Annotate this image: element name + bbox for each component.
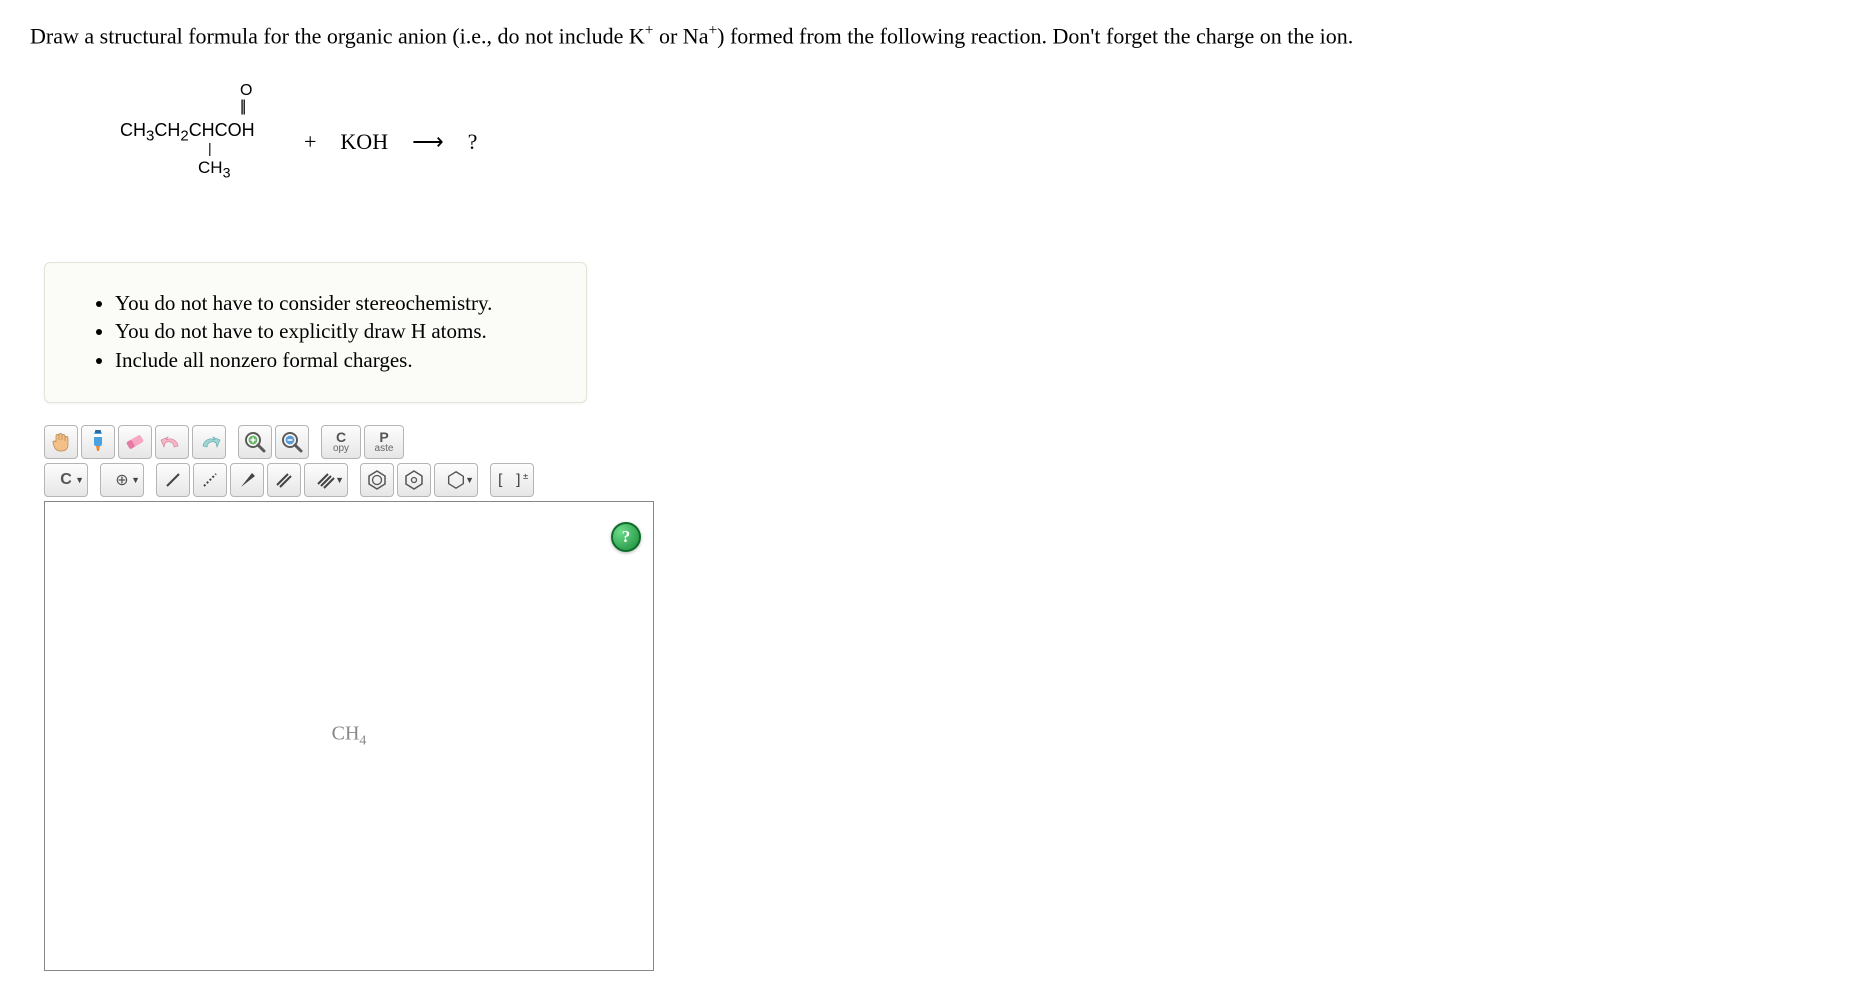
bracket-sup: ± bbox=[523, 472, 528, 482]
dotted-bond-tool[interactable] bbox=[193, 463, 227, 497]
instruction-item: You do not have to consider stereochemis… bbox=[115, 289, 538, 317]
help-icon: ? bbox=[622, 527, 631, 547]
wedge-bond-tool[interactable] bbox=[230, 463, 264, 497]
vertical-bond: | bbox=[208, 140, 212, 156]
copy-big-label: C bbox=[336, 430, 346, 444]
bracket-label: [ ]± bbox=[496, 471, 529, 489]
drawing-canvas[interactable]: ? CH4 bbox=[44, 501, 654, 971]
triple-bond-tool[interactable]: ▼ bbox=[304, 463, 348, 497]
dropdown-caret-icon: ▼ bbox=[131, 475, 140, 485]
question-text: Draw a structural formula for the organi… bbox=[30, 20, 1835, 52]
placeholder-text: CH bbox=[332, 723, 360, 745]
zoom-out-button[interactable] bbox=[275, 425, 309, 459]
ring-icon bbox=[402, 468, 426, 492]
toolbar-row-1: C opy P aste bbox=[44, 425, 654, 459]
structure-editor: C opy P aste C ▼ ⊕ ▼ bbox=[44, 425, 654, 971]
dotted-bond-icon bbox=[199, 469, 221, 491]
instruction-item: You do not have to explicitly draw H ato… bbox=[115, 317, 538, 345]
question-part-1-text: Draw a structural formula for the organi… bbox=[30, 23, 645, 48]
zoom-in-icon bbox=[243, 430, 267, 454]
eraser-tool[interactable] bbox=[118, 425, 152, 459]
marker-tool[interactable] bbox=[81, 425, 115, 459]
charge-picker[interactable]: ⊕ ▼ bbox=[100, 463, 144, 497]
bracket-charge-tool[interactable]: [ ]± bbox=[490, 463, 534, 497]
hand-icon bbox=[51, 431, 71, 453]
ring-tool[interactable] bbox=[397, 463, 431, 497]
reagent-koh: KOH bbox=[340, 129, 388, 155]
branch-ch3: CH3 bbox=[198, 158, 230, 181]
chain-sub2: 2 bbox=[180, 128, 188, 145]
reaction-arrow: ⟶ bbox=[412, 129, 444, 155]
hexagon-icon bbox=[445, 469, 467, 491]
chain-ch2: CH bbox=[154, 120, 180, 140]
paste-big-label: P bbox=[379, 430, 388, 444]
charge-label: ⊕ bbox=[115, 470, 128, 490]
double-bond-icon bbox=[273, 469, 295, 491]
copy-button[interactable]: C opy bbox=[321, 425, 361, 459]
single-bond-icon bbox=[162, 469, 184, 491]
benzene-tool[interactable] bbox=[360, 463, 394, 497]
branch-sub: 3 bbox=[223, 166, 231, 182]
double-bond-tool[interactable] bbox=[267, 463, 301, 497]
dropdown-caret-icon: ▼ bbox=[75, 475, 84, 485]
copy-small-label: opy bbox=[333, 444, 349, 454]
redo-icon bbox=[197, 432, 221, 452]
reaction-equation: O || CH3CH2CHCOH | CH3 + KOH ⟶ ? bbox=[100, 82, 1835, 202]
wedge-bond-icon bbox=[236, 469, 258, 491]
zoom-in-button[interactable] bbox=[238, 425, 272, 459]
eraser-icon bbox=[123, 432, 147, 452]
reactant-structure: O || CH3CH2CHCOH | CH3 bbox=[100, 82, 280, 202]
redo-button[interactable] bbox=[192, 425, 226, 459]
element-label: C bbox=[60, 471, 72, 489]
marker-icon bbox=[88, 430, 108, 454]
dropdown-caret-icon: ▼ bbox=[465, 475, 474, 485]
help-button[interactable]: ? bbox=[611, 522, 641, 552]
dropdown-caret-icon: ▼ bbox=[335, 475, 344, 485]
double-bond: || bbox=[240, 98, 244, 116]
single-bond-tool[interactable] bbox=[156, 463, 190, 497]
branch-text: CH bbox=[198, 158, 223, 177]
instructions-box: You do not have to consider stereochemis… bbox=[44, 262, 587, 403]
toolbar-row-2: C ▼ ⊕ ▼ bbox=[44, 463, 654, 497]
placeholder-sub: 4 bbox=[359, 734, 366, 749]
product-question: ? bbox=[468, 129, 478, 155]
question-part-2-text: or Na bbox=[653, 23, 708, 48]
main-chain: CH3CH2CHCOH bbox=[120, 120, 255, 145]
paste-small-label: aste bbox=[375, 444, 394, 454]
question-part-3-text: ) formed from the following reaction. Do… bbox=[717, 23, 1353, 48]
benzene-icon bbox=[365, 468, 389, 492]
bracket-text: [ ] bbox=[496, 471, 523, 489]
instruction-item: Include all nonzero formal charges. bbox=[115, 346, 538, 374]
paste-button[interactable]: P aste bbox=[364, 425, 404, 459]
question-sup-2: + bbox=[708, 22, 717, 39]
undo-icon bbox=[160, 432, 184, 452]
cyclo-tool[interactable]: ▼ bbox=[434, 463, 478, 497]
undo-button[interactable] bbox=[155, 425, 189, 459]
zoom-out-icon bbox=[280, 430, 304, 454]
chain-rest: CHCOH bbox=[189, 120, 255, 140]
element-picker[interactable]: C ▼ bbox=[44, 463, 88, 497]
triple-bond-icon bbox=[315, 469, 337, 491]
canvas-placeholder: CH4 bbox=[332, 723, 367, 750]
move-tool[interactable] bbox=[44, 425, 78, 459]
plus-sign: + bbox=[304, 129, 316, 155]
chain-ch1: CH bbox=[120, 120, 146, 140]
